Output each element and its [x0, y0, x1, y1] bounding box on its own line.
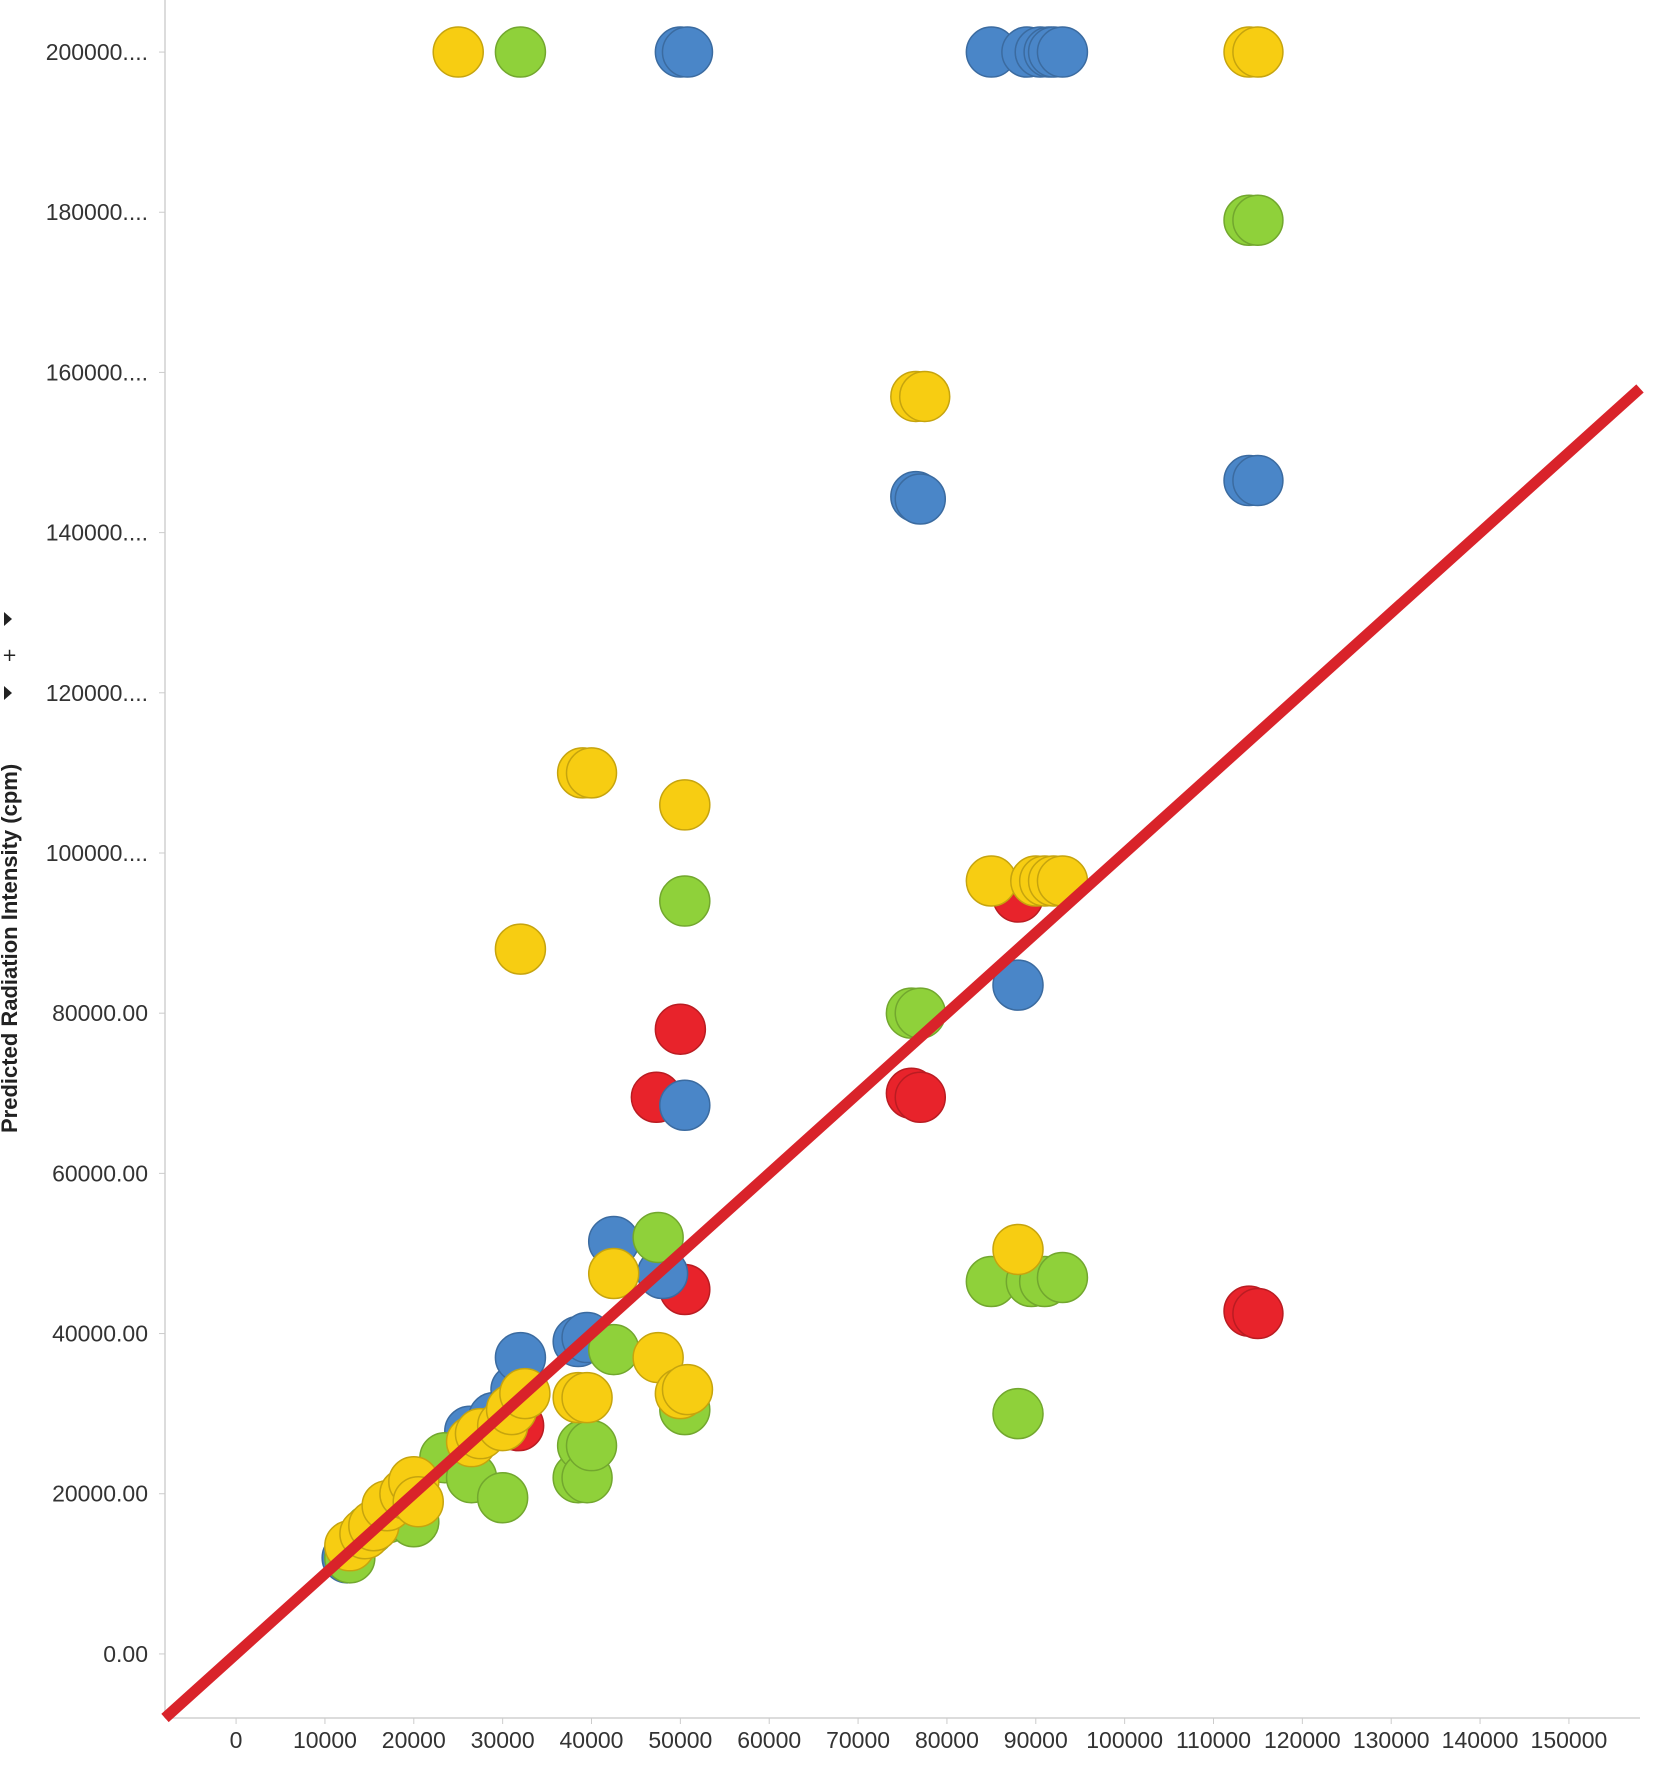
data-point[interactable] [1036, 26, 1089, 78]
data-point[interactable] [587, 1247, 640, 1300]
y-tick-label: 100000.... [46, 840, 148, 866]
x-tick-label: 150000 [1531, 1727, 1608, 1753]
y-axis-controls[interactable]: + [2, 612, 17, 700]
y-axis-title: Predicted Radiation Intensity (cpm) [0, 764, 22, 1133]
data-point[interactable] [965, 855, 1018, 907]
x-tick-label: 70000 [826, 1727, 890, 1753]
data-point[interactable] [392, 1475, 444, 1528]
data-point[interactable] [661, 26, 714, 78]
y-tick-label: 140000.... [46, 520, 148, 546]
x-tick-label: 30000 [471, 1727, 535, 1753]
plot-frame [164, 0, 1640, 1719]
x-tick-label: 40000 [560, 1727, 624, 1753]
trend-line [161, 384, 1644, 1723]
data-point[interactable] [1232, 26, 1284, 78]
axis-add-icon[interactable]: + [2, 645, 17, 666]
data-point[interactable] [992, 1223, 1044, 1276]
data-point[interactable] [561, 1371, 613, 1424]
data-point[interactable] [1036, 1251, 1089, 1304]
trend-line-layer [161, 384, 1644, 1723]
y-tick-label: 200000.... [46, 39, 148, 65]
y-axis-ticks: 0.00 20000.00 40000.00 60000.00 80000.00 1000… [46, 39, 165, 1667]
axis-collapse-arrow-icon[interactable] [4, 686, 12, 700]
x-tick-label: 60000 [737, 1727, 801, 1753]
data-point[interactable] [494, 923, 547, 975]
data-point[interactable] [565, 1419, 618, 1472]
data-point[interactable] [659, 779, 711, 831]
data-point[interactable] [432, 26, 484, 78]
data-point[interactable] [894, 473, 947, 525]
data-point[interactable] [661, 1363, 714, 1416]
data-point[interactable] [1232, 194, 1284, 247]
axis-expand-arrow-icon[interactable] [4, 612, 12, 626]
x-tick-label: 100000 [1086, 1727, 1163, 1753]
data-point[interactable] [494, 26, 547, 78]
x-tick-label: 120000 [1264, 1727, 1341, 1753]
x-tick-label: 80000 [915, 1727, 979, 1753]
data-point[interactable] [632, 1211, 684, 1264]
y-tick-label: 160000.... [46, 359, 148, 385]
y-tick-label: 120000.... [46, 680, 148, 706]
data-point[interactable] [992, 959, 1044, 1011]
data-point[interactable] [1232, 1287, 1284, 1340]
data-point[interactable] [476, 1471, 529, 1524]
x-tick-label: 10000 [293, 1727, 357, 1753]
data-point[interactable] [659, 1079, 711, 1132]
x-tick-label: 140000 [1442, 1727, 1519, 1753]
data-points [321, 26, 1284, 1584]
x-tick-label: 50000 [648, 1727, 712, 1753]
data-point[interactable] [654, 1003, 707, 1055]
y-tick-label: 40000.00 [52, 1321, 148, 1347]
data-point[interactable] [1232, 454, 1284, 507]
x-tick-label: 90000 [1004, 1727, 1068, 1753]
y-tick-label: 180000.... [46, 199, 148, 225]
data-point[interactable] [898, 370, 951, 423]
data-point[interactable] [894, 1071, 947, 1124]
x-tick-label: 110000 [1176, 1727, 1251, 1753]
x-tick-label: 20000 [382, 1727, 446, 1753]
y-tick-label: 0.00 [103, 1641, 148, 1667]
y-tick-label: 80000.00 [52, 1000, 148, 1026]
x-axis-ticks: 0 10000 20000 30000 40000 50000 60000 70000 8000… [230, 1718, 1608, 1753]
x-tick-label: 130000 [1353, 1727, 1430, 1753]
data-point[interactable] [565, 747, 618, 799]
y-tick-label: 20000.00 [52, 1481, 148, 1507]
data-point[interactable] [992, 1387, 1044, 1440]
x-tick-label: 0 [230, 1727, 243, 1753]
y-tick-label: 60000.00 [52, 1160, 148, 1186]
data-point[interactable] [659, 875, 711, 927]
